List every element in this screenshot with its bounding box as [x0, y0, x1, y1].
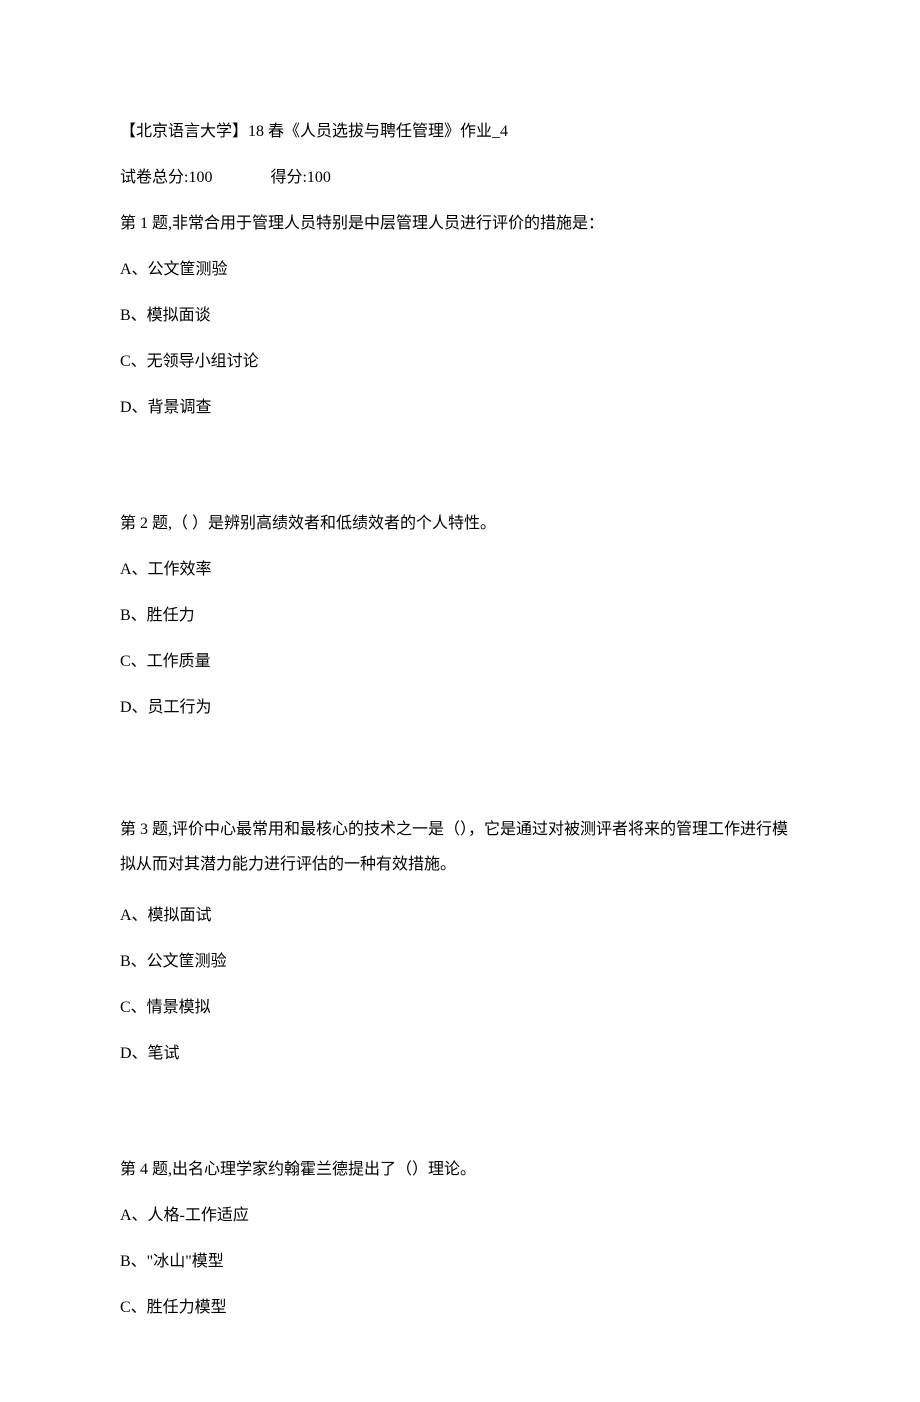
option-a: A、模拟面试 — [120, 904, 800, 928]
option-c: C、工作质量 — [120, 650, 800, 674]
option-a: A、人格-工作适应 — [120, 1204, 800, 1228]
option-a: A、公文筐测验 — [120, 258, 800, 282]
option-c: C、情景模拟 — [120, 996, 800, 1020]
option-c: C、胜任力模型 — [120, 1296, 800, 1320]
score-line: 试卷总分:100 得分:100 — [120, 166, 800, 190]
question-prompt: 第 3 题,评价中心最常用和最核心的技术之一是（），它是通过对被测评者将来的管理… — [120, 812, 800, 882]
document-title: 【北京语言大学】18 春《人员选拔与聘任管理》作业_4 — [120, 120, 800, 144]
option-d: D、员工行为 — [120, 696, 800, 720]
option-a: A、工作效率 — [120, 558, 800, 582]
question-prompt: 第 2 题,（ ）是辨别高绩效者和低绩效者的个人特性。 — [120, 512, 800, 536]
option-d: D、笔试 — [120, 1042, 800, 1066]
option-c: C、无领导小组讨论 — [120, 350, 800, 374]
option-b: B、公文筐测验 — [120, 950, 800, 974]
option-b: B、"冰山"模型 — [120, 1250, 800, 1274]
option-b: B、模拟面谈 — [120, 304, 800, 328]
earned-score: 得分:100 — [270, 169, 330, 186]
option-b: B、胜任力 — [120, 604, 800, 628]
question-prompt: 第 4 题,出名心理学家约翰霍兰德提出了（）理论。 — [120, 1158, 800, 1182]
option-d: D、背景调查 — [120, 396, 800, 420]
question-prompt: 第 1 题,非常合用于管理人员特别是中层管理人员进行评价的措施是： — [120, 212, 800, 236]
total-score: 试卷总分:100 — [120, 169, 212, 186]
